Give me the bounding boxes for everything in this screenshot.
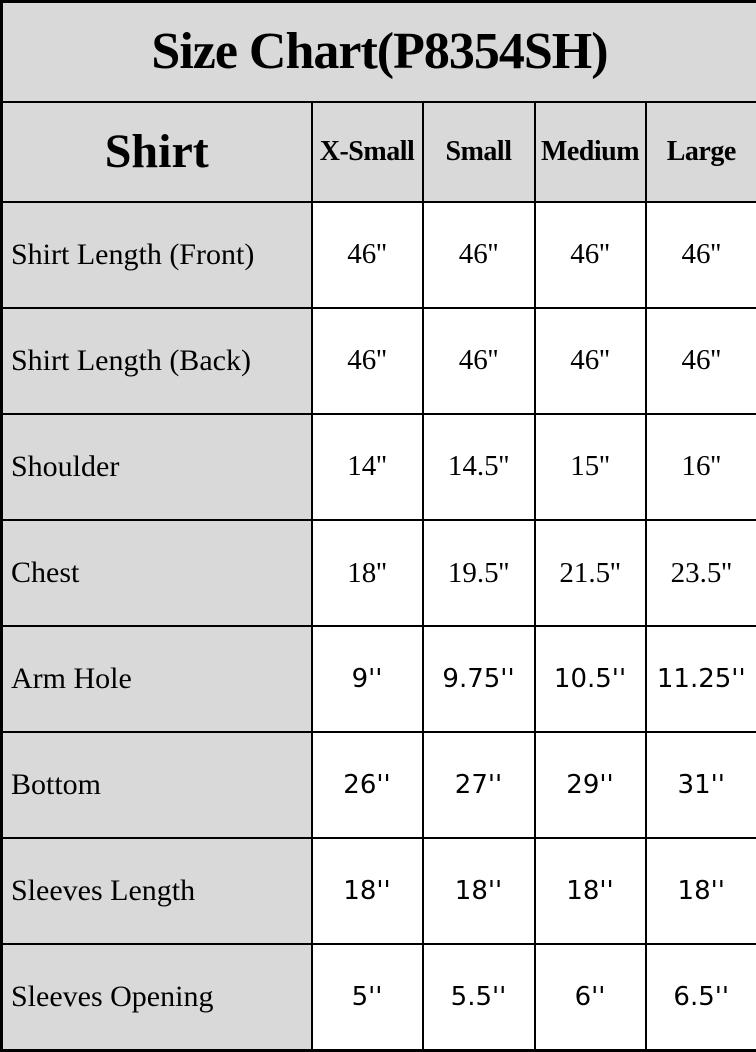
size-value: 10.5'' [533, 625, 647, 734]
row-label-bottom: Bottom [0, 731, 313, 840]
size-value: 9.75'' [421, 625, 536, 734]
row-label-chest: Chest [0, 518, 313, 628]
size-value: 46'' [310, 200, 424, 309]
size-value: 18'' [310, 837, 424, 946]
row-label-arm-hole: Arm Hole [0, 625, 313, 734]
size-value: 46'' [421, 200, 536, 309]
table-row-sleeves-length: Sleeves Length 18'' 18'' 18'' 18'' [0, 837, 756, 946]
size-value: 46'' [644, 306, 756, 415]
size-value: 23.5'' [644, 518, 756, 628]
chart-title: Size Chart(P8354SH) [0, 0, 756, 103]
size-value: 15'' [533, 412, 647, 521]
corner-header-shirt: Shirt [0, 100, 313, 203]
row-label-shoulder: Shoulder [0, 412, 313, 521]
column-header-small: Small [421, 100, 536, 203]
size-value: 18'' [533, 837, 647, 946]
size-value: 11.25'' [644, 625, 756, 734]
size-value: 6.5'' [644, 943, 756, 1052]
size-value: 18'' [310, 518, 424, 628]
table-row-sleeves-opening: Sleeves Opening 5'' 5.5'' 6'' 6.5'' [0, 943, 756, 1052]
size-value: 27'' [421, 731, 536, 840]
size-value: 46'' [310, 306, 424, 415]
size-value: 18'' [644, 837, 756, 946]
row-label-sleeves-length: Sleeves Length [0, 837, 313, 946]
size-value: 18'' [421, 837, 536, 946]
size-value: 5.5'' [421, 943, 536, 1052]
size-value: 14'' [310, 412, 424, 521]
size-value: 29'' [533, 731, 647, 840]
size-value: 26'' [310, 731, 424, 840]
table-row-shirt-length-back: Shirt Length (Back) 46'' 46'' 46'' 46'' [0, 306, 756, 415]
size-value: 14.5'' [421, 412, 536, 521]
column-header-medium: Medium [533, 100, 647, 203]
size-value: 6'' [533, 943, 647, 1052]
size-value: 16'' [644, 412, 756, 521]
size-value: 21.5'' [533, 518, 647, 628]
size-value: 46'' [644, 200, 756, 309]
size-value: 31'' [644, 731, 756, 840]
row-label-shirt-length-front: Shirt Length (Front) [0, 200, 313, 309]
size-value: 19.5'' [421, 518, 536, 628]
table-row-bottom: Bottom 26'' 27'' 29'' 31'' [0, 731, 756, 840]
row-label-sleeves-opening: Sleeves Opening [0, 943, 313, 1052]
size-value: 9'' [310, 625, 424, 734]
row-label-shirt-length-back: Shirt Length (Back) [0, 306, 313, 415]
table-row-chest: Chest 18'' 19.5'' 21.5'' 23.5'' [0, 518, 756, 628]
table-row-shirt-length-front: Shirt Length (Front) 46'' 46'' 46'' 46'' [0, 200, 756, 309]
table-row-shoulder: Shoulder 14'' 14.5'' 15'' 16'' [0, 412, 756, 521]
size-value: 5'' [310, 943, 424, 1052]
table-row-arm-hole: Arm Hole 9'' 9.75'' 10.5'' 11.25'' [0, 625, 756, 734]
size-value: 46'' [421, 306, 536, 415]
size-value: 46'' [533, 306, 647, 415]
column-header-large: Large [644, 100, 756, 203]
header-row: Shirt X-Small Small Medium Large [0, 100, 756, 203]
title-row: Size Chart(P8354SH) [0, 0, 756, 103]
column-header-x-small: X-Small [310, 100, 424, 203]
size-value: 46'' [533, 200, 647, 309]
